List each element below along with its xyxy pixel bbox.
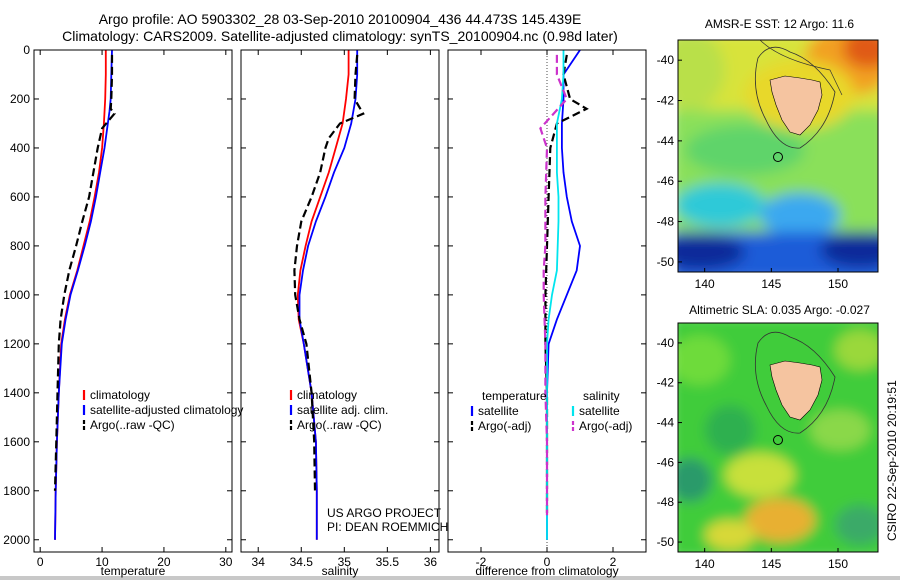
sst-map-ytick-label: -40	[657, 53, 675, 67]
sla-map: 140 145 150 -40 -42 -44 -46 -48 -50	[657, 322, 879, 571]
temperature-xtick-label: 10	[95, 555, 109, 569]
depth-tick-label: 200	[10, 92, 30, 106]
salinity-panel: 34 34.5 35 35.5 36 salinity climatologysatelli…	[240, 49, 448, 578]
salinity-xlabel: salinity	[322, 564, 359, 578]
salinity-frame	[240, 49, 440, 553]
temperature-legend-item: climatology	[90, 388, 150, 402]
salinity-legend-item: satellite adj. clim.	[297, 403, 388, 417]
difference-legend-item: Argo(-adj)	[478, 419, 531, 433]
temperature-series-0	[54, 50, 107, 540]
project-annotation-line: PI: DEAN ROEMMICH	[327, 520, 448, 534]
difference-series-1	[544, 54, 589, 516]
difference-series-2	[546, 50, 565, 540]
salinity-legend-item: Argo(..raw -QC)	[297, 418, 382, 432]
sst-map-title: AMSR-E SST: 12 Argo: 11.6	[704, 17, 855, 31]
temperature-xtick-label: 20	[157, 555, 171, 569]
difference-xlabel: difference from climatology	[475, 564, 618, 578]
temperature-panel: 0 10 20 30 0 200 400 600 800 1000 1200 1400 1600 1800…	[3, 43, 243, 578]
depth-tick-label: 1600	[3, 435, 30, 449]
sla-map-ytick-label: -46	[657, 455, 675, 469]
sla-map-ytick-label: -48	[657, 495, 675, 509]
salinity-xtick-label: 35	[338, 555, 352, 569]
salinity-legend-item: climatology	[297, 388, 357, 402]
sst-map-ytick-label: -48	[657, 215, 675, 229]
sst-map-ytick-label: -50	[657, 255, 675, 269]
depth-tick-label: 1400	[3, 386, 30, 400]
temperature-frame	[33, 49, 233, 553]
sst-map-xtick-label: 145	[761, 277, 781, 291]
temperature-legend-item: satellite-adjusted climatology	[90, 403, 243, 417]
project-annotation-line: US ARGO PROJECT	[327, 506, 442, 520]
depth-tick-label: 2000	[3, 533, 30, 547]
temperature-xlabel: temperature	[101, 564, 166, 578]
temperature-series-2	[53, 54, 116, 491]
figure-title-line1: Argo profile: AO 5903302_28 03-Sep-2010 …	[98, 11, 582, 27]
depth-tick-label: 1200	[3, 337, 30, 351]
salinity-xtick-label: 36	[424, 555, 438, 569]
difference-legend-heading: temperature	[482, 389, 547, 403]
bottom-scrollbar[interactable]	[0, 576, 900, 580]
sla-map-xtick-label: 150	[828, 557, 848, 571]
figure-title-line2: Climatology: CARS2009. Satellite-adjuste…	[62, 28, 618, 44]
sla-map-ytick-label: -50	[657, 535, 675, 549]
temperature-xtick-label: 0	[37, 555, 44, 569]
depth-tick-label: 0	[23, 43, 30, 57]
salinity-series-1	[298, 50, 359, 540]
difference-series-3	[539, 54, 569, 516]
salinity-xtick-label: 35.5	[376, 555, 400, 569]
sst-map-ytick-label: -46	[657, 174, 675, 188]
difference-xtick-label: 2	[610, 555, 617, 569]
sst-map-xtick-label: 150	[828, 277, 848, 291]
sla-map-ytick-label: -44	[657, 416, 675, 430]
depth-tick-label: 800	[10, 239, 30, 253]
sst-map-ytick-label: -44	[657, 134, 675, 148]
sla-map-ytick-label: -40	[657, 336, 675, 350]
difference-legend-item: Argo(-adj)	[579, 419, 632, 433]
depth-tick-label: 400	[10, 141, 30, 155]
salinity-xtick-label: 34	[252, 555, 266, 569]
difference-legend-item: satellite	[579, 404, 620, 418]
sst-map-ytick-label: -42	[657, 94, 675, 108]
sla-map-xtick-label: 145	[761, 557, 781, 571]
difference-xtick-label: -2	[476, 555, 487, 569]
depth-tick-label: 600	[10, 190, 30, 204]
salinity-xtick-label: 34.5	[290, 555, 314, 569]
depth-tick-label: 1800	[3, 484, 30, 498]
sla-map-xtick-label: 140	[695, 557, 715, 571]
sst-map: 140 145 150 -40 -42 -44 -46 -48 -50	[657, 39, 879, 291]
sla-map-ytick-label: -42	[657, 376, 675, 390]
sla-map-title: Altimetric SLA: 0.035 Argo: -0.027	[689, 303, 870, 317]
depth-tick-label: 1000	[3, 288, 30, 302]
temperature-legend-item: Argo(..raw -QC)	[90, 418, 175, 432]
difference-xtick-label: 0	[544, 555, 551, 569]
temperature-xtick-label: 30	[219, 555, 233, 569]
sst-map-xtick-label: 140	[695, 277, 715, 291]
difference-legend-item: satellite	[478, 404, 519, 418]
difference-legend-heading: salinity	[583, 389, 620, 403]
salinity-series-2	[293, 54, 365, 491]
